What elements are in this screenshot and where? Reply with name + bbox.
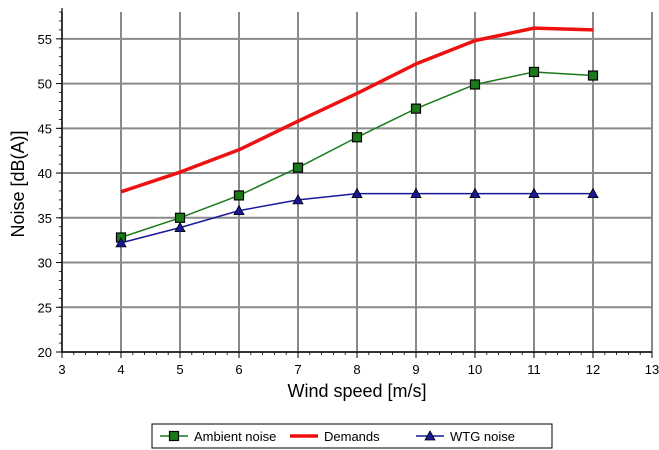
wtg-noise-point bbox=[351, 187, 363, 199]
legend-label-ambient-noise: Ambient noise bbox=[194, 429, 276, 444]
wtg-noise-point bbox=[528, 187, 540, 199]
x-tick-label: 9 bbox=[412, 362, 419, 377]
legend-marker-ambient-noise bbox=[168, 430, 180, 442]
y-tick-label: 25 bbox=[38, 300, 52, 315]
legend-label-wtg-noise: WTG noise bbox=[450, 429, 515, 444]
x-tick-label: 7 bbox=[294, 362, 301, 377]
y-tick-label: 50 bbox=[38, 77, 52, 92]
y-tick-label: 35 bbox=[38, 211, 52, 226]
wtg-noise-point bbox=[174, 221, 186, 233]
y-tick-label: 45 bbox=[38, 121, 52, 136]
y-tick-label: 30 bbox=[38, 256, 52, 271]
x-tick-label: 3 bbox=[58, 362, 65, 377]
ambient-noise-point bbox=[292, 162, 304, 173]
demands-line bbox=[120, 26, 594, 194]
x-tick-label: 12 bbox=[586, 362, 600, 377]
x-tick-label: 4 bbox=[117, 362, 124, 377]
ambient-noise-point bbox=[233, 190, 245, 201]
series-layer bbox=[115, 26, 599, 248]
wtg-noise-point bbox=[233, 204, 245, 216]
wtg-noise-point bbox=[115, 237, 127, 248]
x-axis-title: Wind speed [m/s] bbox=[287, 381, 426, 401]
ambient-noise-point bbox=[587, 70, 599, 81]
y-axis-title: Noise [dB(A)] bbox=[8, 130, 28, 237]
x-tick-label: 10 bbox=[468, 362, 482, 377]
y-tick-label: 55 bbox=[38, 32, 52, 47]
wtg-noise-point bbox=[292, 194, 304, 205]
x-tick-label: 13 bbox=[645, 362, 659, 377]
legend-label-demands: Demands bbox=[324, 429, 380, 444]
wtg-noise-point bbox=[410, 187, 422, 199]
legend-box bbox=[151, 423, 553, 449]
ambient-noise-point bbox=[351, 132, 363, 143]
y-tick-label: 20 bbox=[38, 345, 52, 360]
axis-labels: Wind speed [m/s] Noise [dB(A)] bbox=[8, 130, 427, 401]
x-tick-label: 6 bbox=[235, 362, 242, 377]
x-tick-label: 11 bbox=[527, 362, 541, 377]
wtg-noise-point bbox=[587, 187, 599, 199]
legend: Ambient noise Demands WTG noise bbox=[151, 423, 553, 449]
ambient-noise-point bbox=[174, 212, 186, 223]
ambient-noise-point bbox=[469, 79, 481, 90]
y-tick-label: 40 bbox=[38, 166, 52, 181]
wtg-noise-point bbox=[469, 187, 481, 199]
x-tick-label: 5 bbox=[176, 362, 183, 377]
legend-marker-wtg-noise bbox=[424, 430, 436, 441]
ambient-noise-point bbox=[528, 66, 540, 78]
x-tick-label: 8 bbox=[353, 362, 360, 377]
ambient-noise-point bbox=[410, 103, 422, 114]
